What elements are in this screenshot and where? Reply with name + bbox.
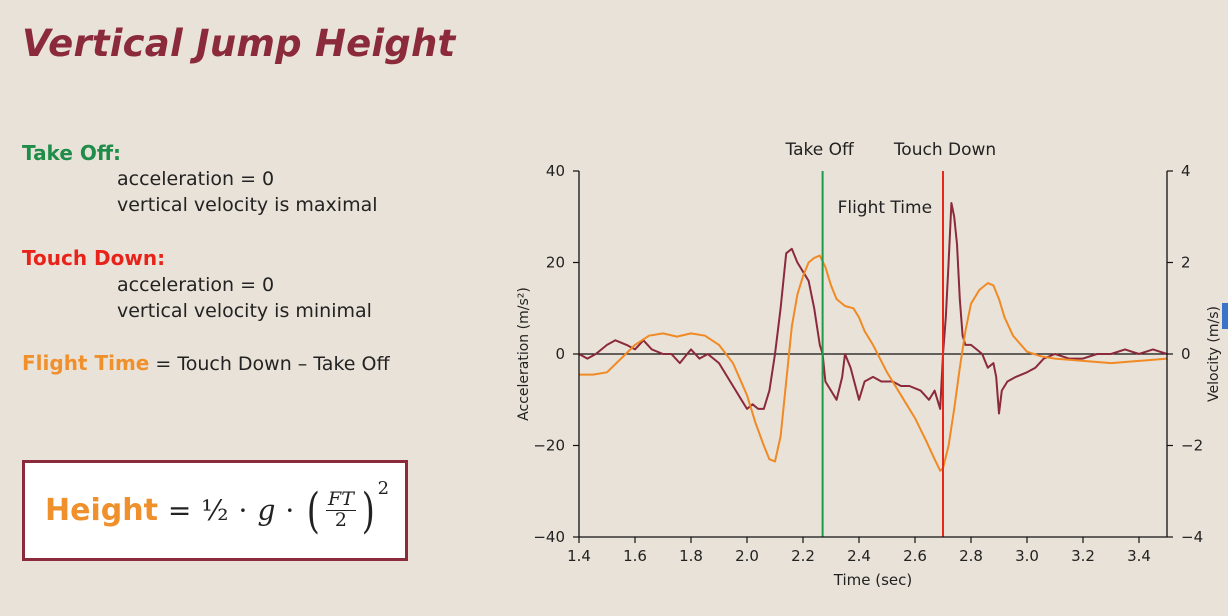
fraction: FT 2 <box>326 488 356 531</box>
y-right-tick-label: 0 <box>1181 345 1191 363</box>
x-tick-label: 1.4 <box>567 547 591 565</box>
y-left-tick-label: 20 <box>546 254 565 272</box>
x-axis-label: Time (sec) <box>833 571 912 589</box>
takeoff-velocity-text: vertical velocity is maximal <box>117 194 378 216</box>
takeoff-acceleration-text: acceleration = 0 <box>117 168 275 190</box>
x-tick-label: 2.6 <box>903 547 927 565</box>
flight-time-definition: Flight Time = Touch Down – Take Off <box>22 351 390 375</box>
fraction-numerator: FT <box>326 488 356 511</box>
y-left-axis-label: Acceleration (m/s²) <box>516 287 532 421</box>
touchdown-heading: Touch Down: <box>22 246 166 270</box>
right-paren: ) <box>361 482 375 539</box>
x-tick-label: 2.2 <box>791 547 815 565</box>
flight-time-label: Flight Time <box>22 351 150 375</box>
fraction-denominator: 2 <box>334 509 347 531</box>
touchdown-velocity-text: vertical velocity is minimal <box>117 300 372 322</box>
exponent: 2 <box>377 478 390 499</box>
half-symbol: ½ <box>201 494 229 527</box>
y-left-tick-label: −20 <box>533 437 565 455</box>
x-tick-label: 3.2 <box>1071 547 1095 565</box>
velocity-series-line <box>579 254 1168 472</box>
y-right-tick-label: 2 <box>1181 254 1191 272</box>
y-right-axis-label: Velocity (m/s) <box>1206 306 1222 402</box>
x-tick-label: 3.4 <box>1127 547 1151 565</box>
x-tick-label: 1.8 <box>679 547 703 565</box>
x-tick-label: 2.4 <box>847 547 871 565</box>
x-tick-label: 1.6 <box>623 547 647 565</box>
takeoff-heading: Take Off: <box>22 141 122 165</box>
x-tick-label: 2.8 <box>959 547 983 565</box>
touchdown-annotation: Touch Down <box>893 140 996 160</box>
gravity-symbol: g <box>257 494 276 527</box>
scroll-indicator <box>1222 303 1228 329</box>
flight-time-equation: = Touch Down – Take Off <box>149 353 390 375</box>
dot-symbol-2: · <box>285 494 295 527</box>
left-paren: ( <box>307 482 321 539</box>
flight-time-annotation: Flight Time <box>838 198 932 218</box>
touchdown-acceleration-text: acceleration = 0 <box>117 274 275 296</box>
page-title: Vertical Jump Height <box>22 22 456 65</box>
y-right-tick-label: −4 <box>1181 528 1203 546</box>
height-formula: Height = ½ · g · ( FT 2 ) 2 <box>45 463 389 558</box>
dot-symbol: · <box>238 494 248 527</box>
equals-sign: = <box>167 494 192 527</box>
x-tick-label: 3.0 <box>1015 547 1039 565</box>
height-formula-box: Height = ½ · g · ( FT 2 ) 2 <box>22 460 408 561</box>
x-tick-label: 2.0 <box>735 547 759 565</box>
height-label: Height <box>45 493 158 528</box>
y-left-tick-label: 0 <box>555 345 565 363</box>
y-left-tick-label: 40 <box>546 162 565 180</box>
y-left-tick-label: −40 <box>533 528 565 546</box>
takeoff-annotation: Take Off <box>785 140 855 160</box>
y-right-tick-label: −2 <box>1181 437 1203 455</box>
y-right-tick-label: 4 <box>1181 162 1191 180</box>
acceleration-series-line <box>578 202 1168 415</box>
